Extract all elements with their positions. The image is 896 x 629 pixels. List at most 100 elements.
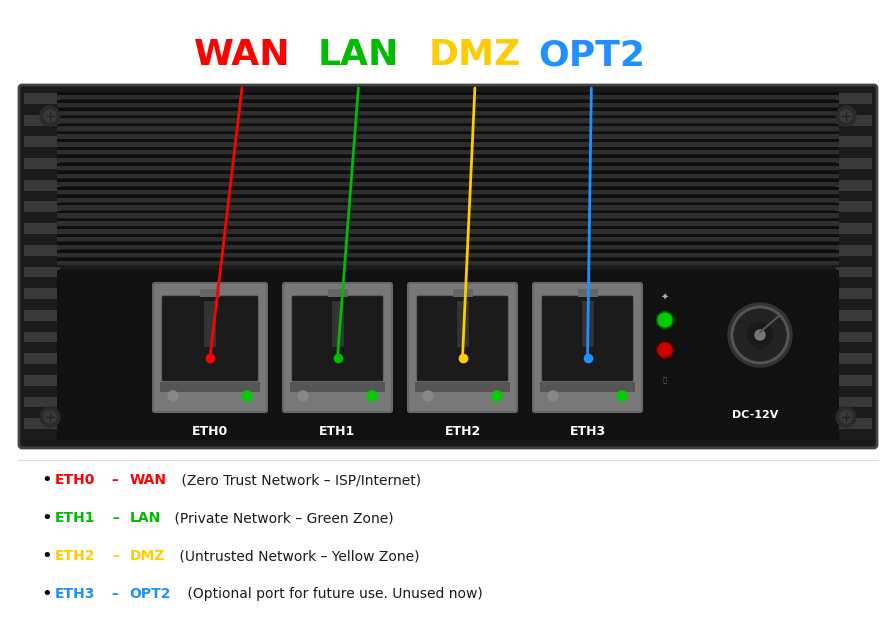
FancyBboxPatch shape (292, 296, 383, 381)
FancyBboxPatch shape (162, 296, 258, 381)
Bar (836, 114, 872, 126)
Bar (57, 118, 839, 123)
Bar (57, 245, 839, 249)
Bar (57, 221, 839, 226)
Circle shape (40, 407, 60, 427)
Bar (24, 353, 60, 364)
Bar (57, 126, 839, 131)
Text: DMZ: DMZ (129, 549, 165, 563)
Bar (57, 258, 839, 261)
Circle shape (242, 391, 252, 401)
Bar (332, 301, 343, 347)
Bar (57, 103, 839, 107)
Bar (57, 174, 839, 178)
Circle shape (658, 343, 672, 357)
Bar (57, 226, 839, 229)
FancyBboxPatch shape (542, 296, 633, 381)
Text: (Untrusted Network – Yellow Zone): (Untrusted Network – Yellow Zone) (176, 549, 420, 563)
Bar (200, 289, 220, 297)
Bar (57, 131, 839, 135)
Bar (57, 195, 839, 198)
Bar (582, 301, 593, 347)
Bar (24, 375, 60, 386)
Bar (836, 245, 872, 255)
Bar (24, 180, 60, 191)
Circle shape (44, 110, 56, 122)
Bar (24, 331, 60, 342)
Bar (57, 155, 839, 158)
Text: ETH0: ETH0 (55, 473, 95, 487)
Text: DC-12V: DC-12V (732, 410, 779, 420)
Bar (836, 223, 872, 234)
Text: –: – (108, 587, 125, 601)
Bar (415, 382, 510, 392)
Bar (57, 206, 839, 210)
Bar (57, 211, 839, 213)
Bar (57, 108, 839, 111)
Text: •: • (41, 471, 52, 489)
Circle shape (617, 391, 627, 401)
Bar (836, 288, 872, 299)
Bar (57, 116, 839, 118)
Bar (24, 397, 60, 408)
Bar (57, 171, 839, 174)
FancyBboxPatch shape (19, 85, 877, 448)
Bar (57, 95, 839, 99)
Bar (57, 261, 839, 265)
Bar (836, 180, 872, 191)
Bar (836, 201, 872, 212)
Text: ETH3: ETH3 (55, 587, 95, 601)
Text: ETH1: ETH1 (319, 425, 356, 438)
Bar (836, 93, 872, 104)
Bar (57, 142, 839, 147)
Bar (836, 331, 872, 342)
Bar (24, 288, 60, 299)
Bar (57, 92, 839, 95)
Bar (57, 111, 839, 115)
Circle shape (732, 307, 788, 363)
Bar (24, 223, 60, 234)
Bar (836, 375, 872, 386)
Circle shape (836, 407, 856, 427)
Bar (290, 382, 385, 392)
Bar (57, 235, 839, 237)
Circle shape (747, 323, 772, 348)
Bar (57, 166, 839, 170)
Bar (57, 187, 839, 190)
Circle shape (423, 391, 433, 401)
Bar (57, 203, 839, 206)
Bar (24, 93, 60, 104)
Bar (57, 270, 839, 440)
Bar (160, 382, 260, 392)
Bar (452, 289, 472, 297)
FancyBboxPatch shape (533, 283, 642, 412)
Bar (57, 147, 839, 150)
Bar (57, 158, 839, 162)
Bar (57, 179, 839, 182)
Text: (Zero Trust Network – ISP/Internet): (Zero Trust Network – ISP/Internet) (177, 473, 421, 487)
Bar (836, 418, 872, 429)
Text: –: – (108, 511, 125, 525)
Text: –: – (108, 549, 125, 563)
Text: WAN: WAN (194, 38, 290, 72)
Circle shape (755, 330, 765, 340)
Bar (836, 267, 872, 277)
Bar (57, 253, 839, 257)
Bar (57, 237, 839, 242)
Circle shape (840, 411, 852, 423)
Text: DMZ: DMZ (429, 38, 521, 72)
Circle shape (836, 106, 856, 126)
Text: •: • (41, 509, 52, 527)
Bar (836, 158, 872, 169)
FancyBboxPatch shape (417, 296, 508, 381)
Bar (24, 158, 60, 169)
Bar (836, 136, 872, 147)
Text: OPT2: OPT2 (538, 38, 645, 72)
Text: ETH3: ETH3 (570, 425, 606, 438)
Text: (Private Network – Green Zone): (Private Network – Green Zone) (170, 511, 393, 525)
Circle shape (298, 391, 308, 401)
Bar (24, 136, 60, 147)
Text: LAN: LAN (129, 511, 160, 525)
Bar (24, 310, 60, 321)
Text: OPT2: OPT2 (129, 587, 171, 601)
